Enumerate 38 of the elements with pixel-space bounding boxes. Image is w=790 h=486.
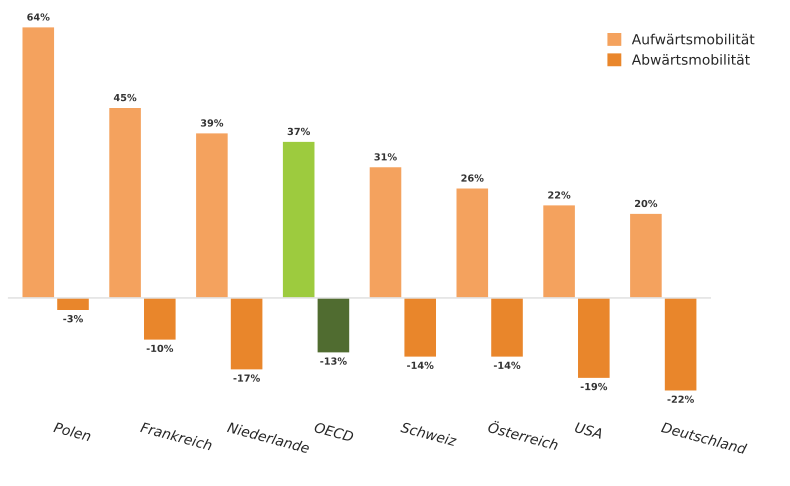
bar: [576, 297, 612, 380]
x-tick-label: Schweiz: [400, 421, 458, 446]
x-tick-label: OECD: [314, 422, 354, 442]
bar: [542, 204, 576, 299]
bar: [663, 297, 698, 392]
bar: [368, 166, 403, 299]
data-label: -22%: [667, 396, 694, 403]
data-label: -3%: [63, 315, 83, 322]
data-label: 39%: [200, 119, 224, 127]
bar: [56, 297, 90, 312]
bar: [490, 297, 524, 358]
bar: [628, 212, 664, 299]
data-label: 26%: [461, 174, 484, 182]
bar: [108, 106, 142, 299]
data-label: -13%: [320, 357, 347, 365]
data-label: 64%: [27, 13, 50, 21]
data-label: -14%: [407, 362, 434, 370]
bar: [229, 297, 264, 371]
data-label: -17%: [233, 374, 260, 382]
bar: [21, 26, 56, 299]
x-tick-label: USA: [574, 422, 603, 439]
data-label: -14%: [494, 362, 520, 370]
data-label: -19%: [580, 382, 608, 390]
legend-label: Abwärtsmobilität: [632, 54, 750, 65]
data-label: 22%: [548, 191, 570, 199]
legend-label: Aufwärtsmobilität: [632, 34, 754, 44]
data-label: 37%: [288, 128, 310, 136]
data-label: 45%: [114, 94, 136, 102]
bar: [194, 132, 230, 299]
data-label: -10%: [146, 344, 174, 352]
bar: [316, 297, 351, 354]
x-tick-label: Polen: [53, 422, 92, 442]
data-label: 20%: [635, 200, 658, 208]
bar: [455, 187, 490, 299]
data-label: 31%: [374, 153, 397, 161]
bar: [282, 140, 316, 299]
bar: [142, 297, 177, 342]
bar: [403, 297, 438, 358]
